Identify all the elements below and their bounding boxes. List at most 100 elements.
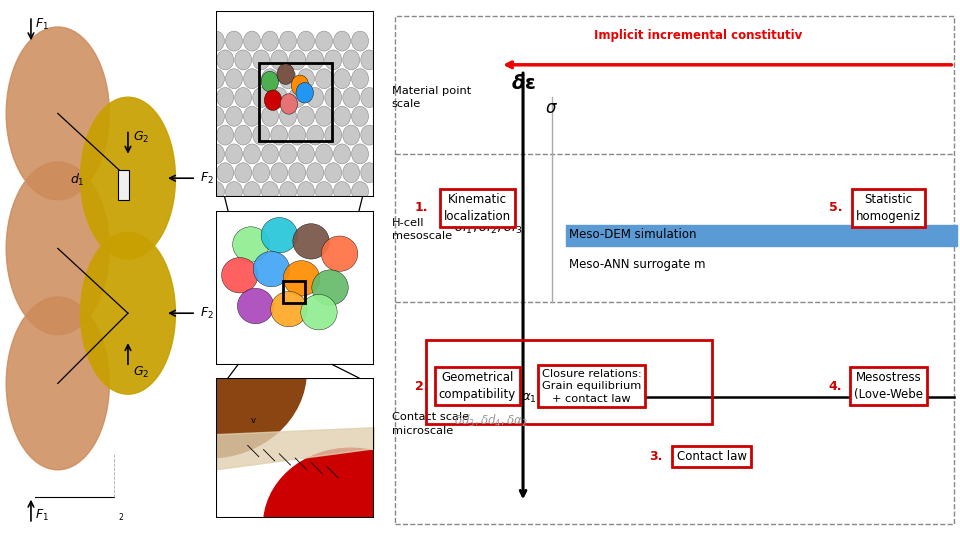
Circle shape (232, 227, 269, 262)
Circle shape (333, 144, 350, 164)
Bar (282, 281, 304, 303)
Text: $F_2$: $F_2$ (201, 306, 214, 321)
Circle shape (312, 270, 348, 305)
Text: H-cell
mesoscale: H-cell mesoscale (392, 218, 452, 241)
Text: Closure relations:
Grain equilibrium
+ contact law: Closure relations: Grain equilibrium + c… (541, 369, 641, 403)
Circle shape (207, 69, 225, 89)
Circle shape (235, 50, 252, 70)
Circle shape (322, 236, 358, 272)
Circle shape (316, 106, 332, 126)
Circle shape (271, 87, 288, 107)
Ellipse shape (6, 297, 109, 470)
Circle shape (351, 69, 369, 89)
Circle shape (343, 87, 360, 107)
Circle shape (271, 125, 288, 145)
Text: Contact law: Contact law (677, 450, 747, 463)
Circle shape (226, 106, 243, 126)
Circle shape (235, 125, 252, 145)
Circle shape (333, 181, 350, 201)
Circle shape (244, 181, 260, 201)
Bar (259, 63, 331, 141)
Circle shape (207, 31, 225, 51)
Circle shape (289, 163, 305, 183)
Circle shape (252, 87, 270, 107)
Text: Geometrical
compatibility: Geometrical compatibility (439, 371, 516, 401)
Circle shape (252, 163, 270, 183)
Circle shape (263, 448, 438, 540)
Circle shape (351, 106, 369, 126)
Circle shape (289, 125, 305, 145)
Circle shape (316, 181, 332, 201)
Text: $F_1$: $F_1$ (36, 508, 49, 523)
Circle shape (298, 181, 315, 201)
Text: $G_2$: $G_2$ (133, 130, 150, 145)
Text: $d_1$: $d_1$ (70, 172, 84, 188)
Text: Statistic
homogeniz: Statistic homogeniz (856, 193, 922, 223)
Text: $F_1$: $F_1$ (36, 17, 49, 32)
Text: v: v (251, 416, 256, 425)
Text: Material point
scale: Material point scale (392, 86, 471, 109)
Circle shape (253, 252, 290, 287)
Circle shape (217, 125, 233, 145)
Text: Contact scale
microscale: Contact scale microscale (392, 413, 468, 435)
Circle shape (279, 106, 297, 126)
Circle shape (333, 106, 350, 126)
Circle shape (235, 163, 252, 183)
Circle shape (351, 144, 369, 164)
Text: $_2$: $_2$ (118, 511, 124, 524)
Circle shape (222, 258, 258, 293)
Circle shape (361, 87, 377, 107)
Circle shape (279, 181, 297, 201)
Ellipse shape (6, 27, 109, 200)
Circle shape (280, 94, 298, 114)
Circle shape (298, 144, 315, 164)
Text: $\boldsymbol{\delta\varepsilon}$: $\boldsymbol{\delta\varepsilon}$ (511, 74, 536, 93)
Circle shape (235, 87, 252, 107)
Ellipse shape (81, 232, 176, 394)
Text: 5.: 5. (828, 201, 842, 214)
Circle shape (300, 294, 337, 330)
Text: Kinematic
localization: Kinematic localization (444, 193, 511, 223)
Circle shape (343, 163, 360, 183)
Circle shape (207, 106, 225, 126)
Circle shape (343, 125, 360, 145)
Circle shape (307, 125, 324, 145)
Circle shape (333, 69, 350, 89)
Text: Implicit incremental constitutiv: Implicit incremental constitutiv (594, 29, 803, 42)
Ellipse shape (6, 162, 109, 335)
Circle shape (361, 163, 377, 183)
Circle shape (324, 50, 342, 70)
Circle shape (361, 125, 377, 145)
Text: $\delta d_1, \delta d_2, \delta\alpha_1$: $\delta d_1, \delta d_2, \delta\alpha_1$ (454, 389, 538, 405)
Circle shape (261, 31, 278, 51)
Text: Mesostress
(Love-Webe: Mesostress (Love-Webe (854, 371, 924, 401)
Bar (118, 170, 129, 200)
Text: Meso-ANN surrogate m: Meso-ANN surrogate m (568, 258, 706, 271)
Circle shape (252, 125, 270, 145)
Circle shape (271, 163, 288, 183)
Circle shape (279, 31, 297, 51)
Circle shape (333, 31, 350, 51)
Circle shape (237, 288, 274, 323)
Circle shape (296, 83, 313, 103)
Circle shape (316, 144, 332, 164)
Circle shape (324, 163, 342, 183)
Circle shape (361, 50, 377, 70)
Text: 3.: 3. (649, 450, 662, 463)
Bar (565, 225, 957, 246)
Circle shape (279, 69, 297, 89)
Circle shape (226, 181, 243, 201)
Circle shape (316, 69, 332, 89)
Circle shape (324, 87, 342, 107)
Circle shape (264, 90, 281, 111)
Circle shape (252, 50, 270, 70)
Circle shape (226, 144, 243, 164)
Circle shape (316, 31, 332, 51)
Circle shape (226, 69, 243, 89)
Circle shape (279, 144, 297, 164)
Text: Meso-DEM simulation: Meso-DEM simulation (568, 228, 696, 241)
Text: $G_2$: $G_2$ (133, 365, 150, 380)
Circle shape (261, 106, 278, 126)
Circle shape (351, 31, 369, 51)
Circle shape (207, 144, 225, 164)
